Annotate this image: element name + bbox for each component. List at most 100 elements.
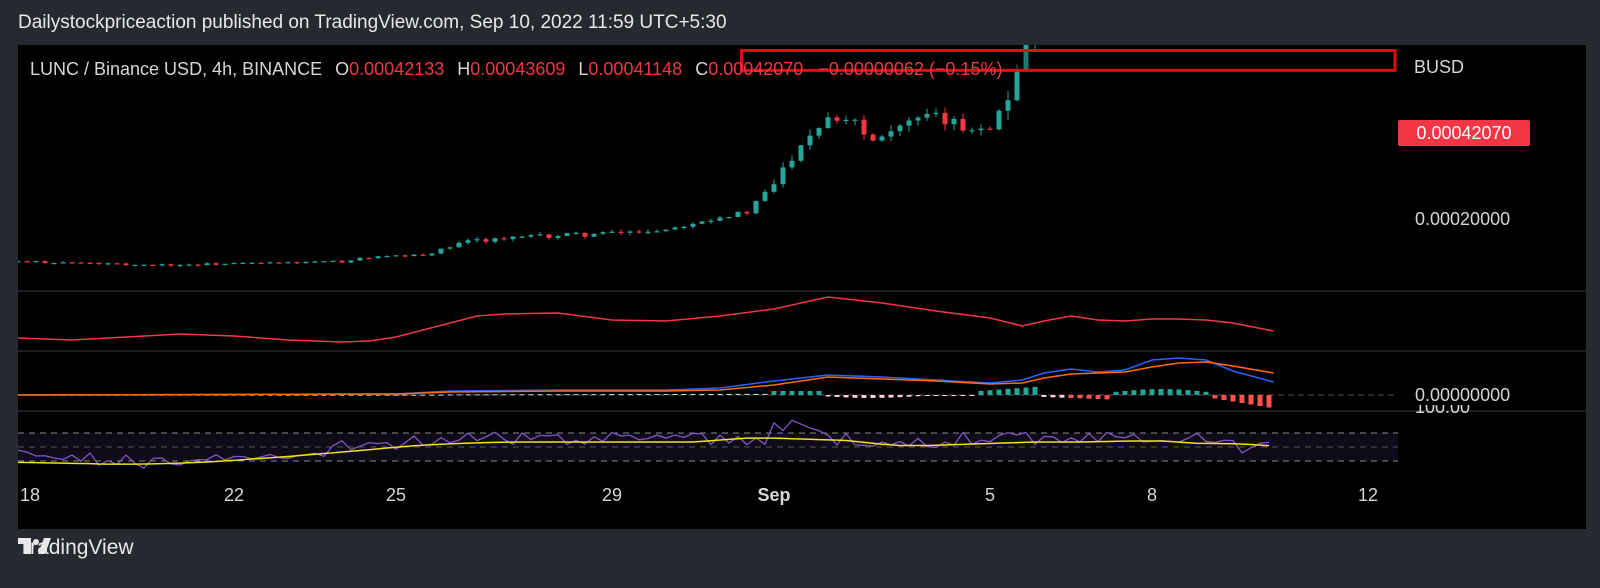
macd-histogram-bar bbox=[663, 394, 669, 395]
macd-histogram-bar bbox=[753, 393, 759, 395]
macd-histogram-bar bbox=[411, 394, 417, 396]
candle-body bbox=[915, 117, 921, 121]
macd-histogram-bar bbox=[492, 394, 498, 396]
macd-histogram-bar bbox=[366, 394, 372, 396]
macd-histogram-bar bbox=[789, 391, 795, 395]
macd-histogram-bar bbox=[762, 393, 768, 395]
candle-body bbox=[726, 217, 732, 219]
macd-histogram-bar bbox=[303, 394, 309, 396]
candle-body bbox=[438, 248, 444, 254]
candle-body bbox=[735, 211, 741, 218]
rsi-ma-line bbox=[18, 437, 1270, 465]
macd-histogram-bar bbox=[1059, 395, 1065, 398]
last-price-badge: 0.00042070 bbox=[1398, 120, 1530, 146]
candle-body bbox=[807, 135, 813, 146]
candle-body bbox=[231, 262, 237, 265]
candle-body bbox=[834, 117, 840, 121]
macd-histogram-bar bbox=[384, 394, 390, 396]
macd-histogram-bar bbox=[1221, 395, 1227, 400]
macd-histogram-bar bbox=[807, 391, 813, 395]
rsi-top-label: 100.00 bbox=[1415, 405, 1470, 418]
candle-body bbox=[717, 217, 723, 221]
macd-histogram-bar bbox=[906, 395, 912, 397]
candle-body bbox=[546, 234, 552, 239]
macd-histogram-bar bbox=[1104, 395, 1110, 400]
candle-body bbox=[681, 226, 687, 228]
macd-histogram-bar bbox=[1095, 395, 1101, 399]
candle-body bbox=[240, 262, 246, 265]
candle-body bbox=[474, 239, 480, 241]
macd-histogram-bar bbox=[951, 395, 957, 396]
candle-body bbox=[168, 264, 174, 266]
macd-histogram-bar bbox=[600, 394, 606, 396]
candle-body bbox=[321, 261, 327, 263]
macd-histogram-bar bbox=[1266, 395, 1272, 408]
chart-canvas[interactable] bbox=[18, 45, 1586, 529]
candle-body bbox=[888, 131, 894, 137]
macd-histogram-bar bbox=[1086, 395, 1092, 399]
macd-histogram-bar bbox=[573, 394, 579, 396]
candle-body bbox=[969, 130, 975, 132]
macd-histogram-bar bbox=[447, 394, 453, 396]
macd-histogram-bar bbox=[591, 394, 597, 396]
tradingview-logo-icon bbox=[18, 538, 51, 554]
macd-histogram-bar bbox=[285, 394, 291, 396]
macd-histogram-bar bbox=[564, 394, 570, 396]
candle-body bbox=[213, 263, 219, 265]
macd-histogram-bar bbox=[942, 395, 948, 396]
candle-body bbox=[393, 255, 399, 257]
macd-histogram-bar bbox=[1167, 389, 1173, 395]
candle-body bbox=[411, 254, 417, 257]
pane-separators bbox=[18, 290, 1586, 412]
macd-histogram-bar bbox=[888, 395, 894, 398]
candle-body bbox=[294, 262, 300, 264]
candle-body bbox=[366, 257, 372, 260]
candle-body bbox=[897, 125, 903, 132]
candle-body bbox=[798, 145, 804, 161]
macd-histogram-bar bbox=[420, 394, 426, 396]
time-tick: 5 bbox=[984, 485, 996, 505]
candle-body bbox=[186, 264, 192, 266]
change-value: −0.00000062 (−0.15%) bbox=[818, 59, 1003, 79]
macd-histogram-bar bbox=[375, 394, 381, 396]
candle-body bbox=[879, 136, 885, 141]
macd-histogram-bar bbox=[1257, 395, 1263, 406]
macd-histogram-bar bbox=[897, 395, 903, 398]
candle-body bbox=[1005, 100, 1011, 111]
candle-body bbox=[636, 231, 642, 233]
candle-body bbox=[105, 263, 111, 265]
candle-body bbox=[591, 233, 597, 237]
macd-histogram-bar bbox=[249, 394, 255, 396]
candle-body bbox=[618, 231, 624, 233]
macd-histogram-bar bbox=[1122, 390, 1128, 395]
candle-body bbox=[555, 235, 561, 239]
symbol-name: LUNC / Binance USD, 4h, BINANCE bbox=[30, 59, 323, 79]
symbol-legend: LUNC / Binance USD, 4h, BINANCE O0.00042… bbox=[30, 59, 1002, 80]
macd-histogram-bar bbox=[978, 390, 984, 395]
tradingview-brand[interactable]: TradingView bbox=[18, 536, 134, 560]
macd-histogram-bar bbox=[690, 393, 696, 395]
macd-histogram-bar bbox=[987, 390, 993, 395]
macd-pane bbox=[18, 357, 1398, 408]
candle-body bbox=[996, 110, 1002, 130]
candle-body bbox=[69, 262, 75, 264]
time-tick: 22 bbox=[223, 485, 245, 505]
candle-body bbox=[627, 231, 633, 233]
candle-body bbox=[645, 231, 651, 233]
macd-line bbox=[18, 357, 1274, 396]
candle-body bbox=[744, 211, 750, 214]
macd-histogram-bar bbox=[1032, 386, 1038, 395]
macd-histogram-bar bbox=[555, 394, 561, 396]
chart-area[interactable]: LUNC / Binance USD, 4h, BINANCE O0.00042… bbox=[18, 45, 1586, 529]
candle-body bbox=[222, 263, 228, 265]
open-value: 0.00042133 bbox=[349, 59, 445, 79]
candle-body bbox=[330, 260, 336, 262]
macd-histogram-bar bbox=[681, 393, 687, 395]
candle-body bbox=[771, 184, 777, 192]
candle-body bbox=[312, 261, 318, 263]
candle-body bbox=[852, 119, 858, 121]
macd-histogram-bar bbox=[1239, 395, 1245, 403]
macd-signal-line bbox=[18, 361, 1274, 396]
bollinger-pane bbox=[18, 296, 1274, 343]
candle-body bbox=[87, 262, 93, 264]
